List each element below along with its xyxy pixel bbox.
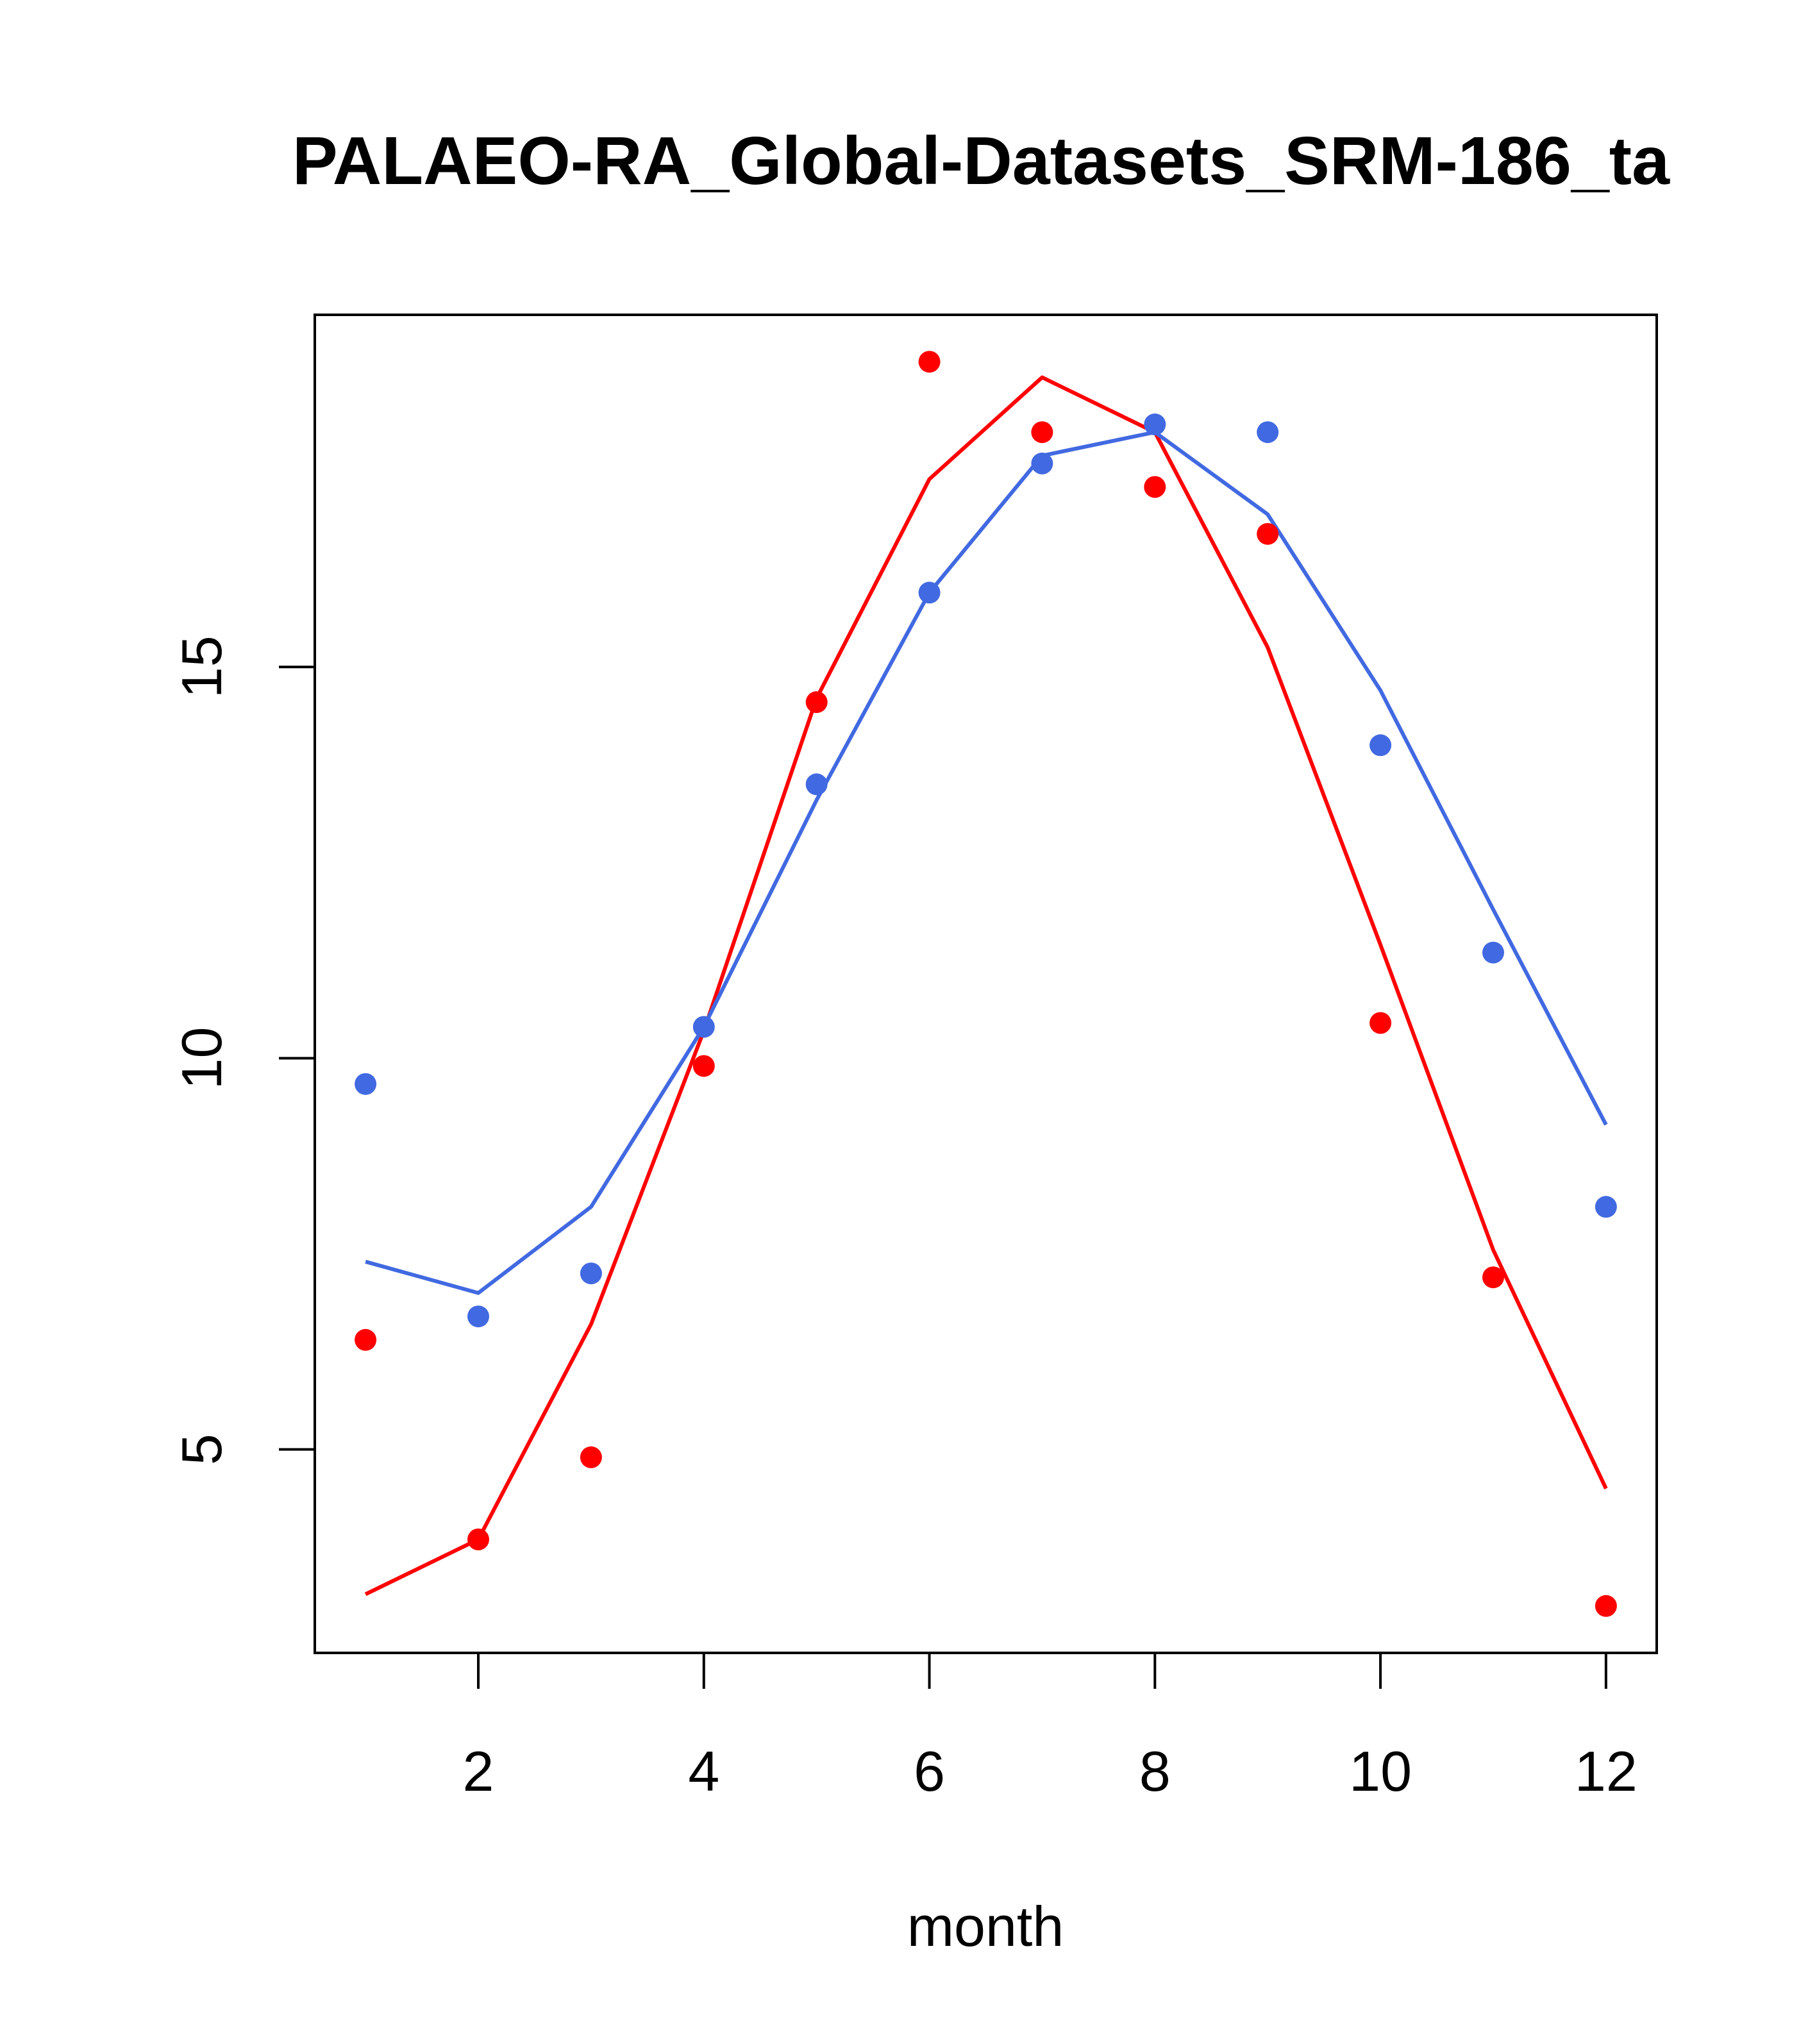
y-tick-label: 5 (170, 1434, 233, 1465)
x-tick-label: 6 (914, 1739, 945, 1803)
blue-points-point-10 (1369, 734, 1392, 757)
blue-points-point-7 (1031, 452, 1053, 474)
y-axis: 5 10 15 (170, 635, 316, 1465)
plot-frame (314, 314, 1658, 1654)
x-tick-label: 8 (1139, 1739, 1171, 1803)
x-tick-label: 10 (1349, 1739, 1412, 1803)
x-tick-label: 4 (688, 1739, 719, 1803)
red-points-point-12 (1595, 1595, 1617, 1617)
red-points-point-4 (692, 1055, 715, 1077)
blue-points-point-4 (692, 1016, 715, 1038)
x-tick-label: 12 (1575, 1739, 1637, 1803)
red-points-point-5 (805, 691, 828, 714)
blue-points-point-12 (1595, 1196, 1617, 1218)
red-points (355, 351, 1617, 1617)
blue-points (355, 413, 1617, 1328)
y-tick-label: 10 (170, 1026, 233, 1089)
blue-points-point-6 (918, 582, 941, 604)
red-points-point-11 (1482, 1266, 1504, 1289)
blue-points-point-1 (355, 1073, 377, 1095)
y-tick-label: 15 (170, 635, 233, 698)
blue-line (365, 430, 1608, 1295)
red-points-point-2 (467, 1529, 489, 1550)
chart-title: PALAEO-RA_Global-Datasets_SRM-186_ta (292, 123, 1670, 199)
red-points-point-1 (355, 1328, 377, 1351)
blue-points-point-11 (1482, 941, 1504, 964)
red-points-point-10 (1369, 1012, 1392, 1034)
red-line (364, 375, 1608, 1596)
x-axis: 2 4 6 8 10 12 (463, 1652, 1637, 1803)
blue-points-point-3 (580, 1262, 602, 1285)
x-tick-label: 2 (463, 1739, 494, 1803)
blue-points-point-8 (1144, 413, 1166, 435)
red-points-point-7 (1031, 421, 1053, 444)
red-points-point-8 (1144, 476, 1166, 498)
blue-points-point-9 (1257, 421, 1279, 444)
blue-points-point-5 (805, 773, 828, 796)
series-layer (355, 351, 1617, 1617)
x-axis-label: month (907, 1895, 1064, 1958)
blue-points-point-2 (467, 1305, 489, 1328)
red-points-point-3 (580, 1446, 602, 1468)
red-points-point-9 (1257, 523, 1279, 545)
red-points-point-6 (918, 351, 941, 373)
